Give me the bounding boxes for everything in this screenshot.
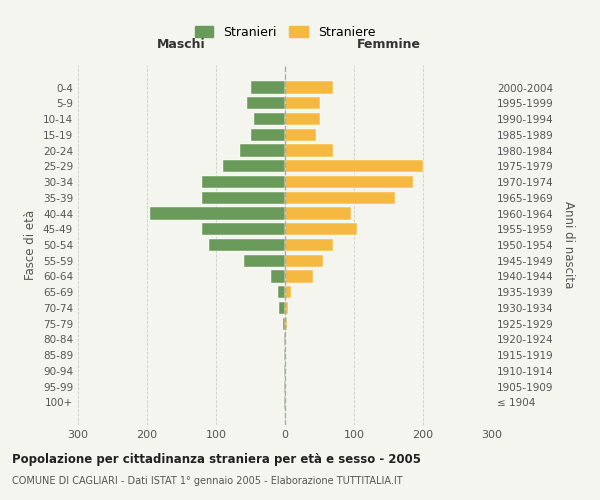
Bar bbox=[285, 380, 286, 393]
Bar bbox=[285, 176, 413, 188]
Text: Maschi: Maschi bbox=[157, 38, 206, 51]
Bar bbox=[285, 113, 320, 125]
Bar bbox=[285, 270, 313, 282]
Bar bbox=[271, 270, 285, 282]
Bar bbox=[285, 318, 287, 330]
Bar bbox=[285, 192, 395, 204]
Bar bbox=[240, 144, 285, 156]
Bar bbox=[285, 286, 290, 298]
Bar bbox=[254, 113, 285, 125]
Bar bbox=[285, 302, 289, 314]
Bar bbox=[285, 97, 320, 110]
Bar bbox=[283, 318, 285, 330]
Bar bbox=[151, 208, 285, 220]
Bar bbox=[209, 239, 285, 251]
Bar bbox=[285, 128, 316, 141]
Bar bbox=[244, 254, 285, 267]
Bar bbox=[284, 396, 285, 408]
Text: COMUNE DI CAGLIARI - Dati ISTAT 1° gennaio 2005 - Elaborazione TUTTITALIA.IT: COMUNE DI CAGLIARI - Dati ISTAT 1° genna… bbox=[12, 476, 403, 486]
Bar bbox=[285, 208, 350, 220]
Bar bbox=[284, 365, 285, 377]
Bar bbox=[278, 286, 285, 298]
Y-axis label: Fasce di età: Fasce di età bbox=[25, 210, 37, 280]
Y-axis label: Anni di nascita: Anni di nascita bbox=[562, 202, 575, 288]
Bar bbox=[285, 396, 286, 408]
Bar bbox=[285, 365, 286, 377]
Bar bbox=[285, 223, 358, 235]
Bar bbox=[285, 160, 423, 172]
Bar bbox=[285, 349, 286, 362]
Bar bbox=[284, 349, 285, 362]
Bar bbox=[285, 334, 286, 345]
Legend: Stranieri, Straniere: Stranieri, Straniere bbox=[190, 21, 380, 44]
Bar bbox=[223, 160, 285, 172]
Bar bbox=[247, 97, 285, 110]
Bar bbox=[284, 380, 285, 393]
Text: Femmine: Femmine bbox=[356, 38, 421, 51]
Bar bbox=[285, 239, 334, 251]
Bar bbox=[202, 192, 285, 204]
Bar bbox=[285, 82, 334, 94]
Bar bbox=[251, 128, 285, 141]
Bar bbox=[280, 302, 285, 314]
Bar bbox=[285, 144, 334, 156]
Bar bbox=[284, 334, 285, 345]
Bar bbox=[202, 223, 285, 235]
Bar bbox=[202, 176, 285, 188]
Text: Popolazione per cittadinanza straniera per età e sesso - 2005: Popolazione per cittadinanza straniera p… bbox=[12, 452, 421, 466]
Bar bbox=[251, 82, 285, 94]
Bar bbox=[285, 254, 323, 267]
